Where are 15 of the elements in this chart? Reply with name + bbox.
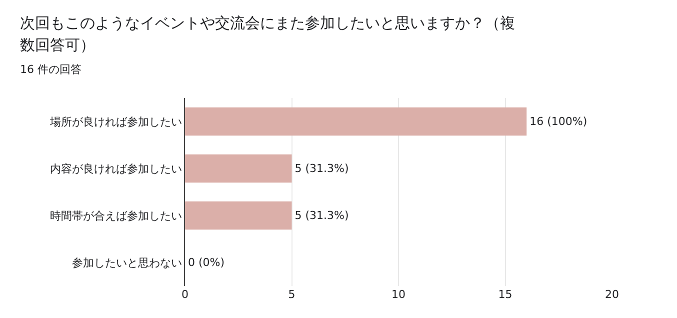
x-tick-label: 5 [288, 288, 296, 301]
data-label: 0 (0%) [188, 256, 225, 269]
y-tick-label: 時間帯が合えば参加したい [50, 209, 182, 222]
chart-title: 次回もこのようなイベントや交流会にまた参加したいと思いますか？（複数回答可） [20, 13, 516, 56]
y-tick-label: 参加したいと思わない [72, 256, 182, 270]
data-label: 5 (31.3%) [294, 209, 349, 222]
x-tick-label: 10 [392, 288, 406, 301]
data-label: 5 (31.3%) [294, 162, 349, 175]
y-tick-label: 場所が良ければ参加したい [48, 115, 182, 128]
x-tick-label: 20 [605, 288, 619, 301]
x-tick-label: 15 [498, 288, 512, 301]
x-tick-label: 0 [182, 288, 188, 301]
data-label: 16 (100%) [530, 115, 588, 128]
y-tick-label: 内容が良ければ参加したい [50, 162, 182, 176]
text: 16 件の回答 [20, 62, 82, 77]
